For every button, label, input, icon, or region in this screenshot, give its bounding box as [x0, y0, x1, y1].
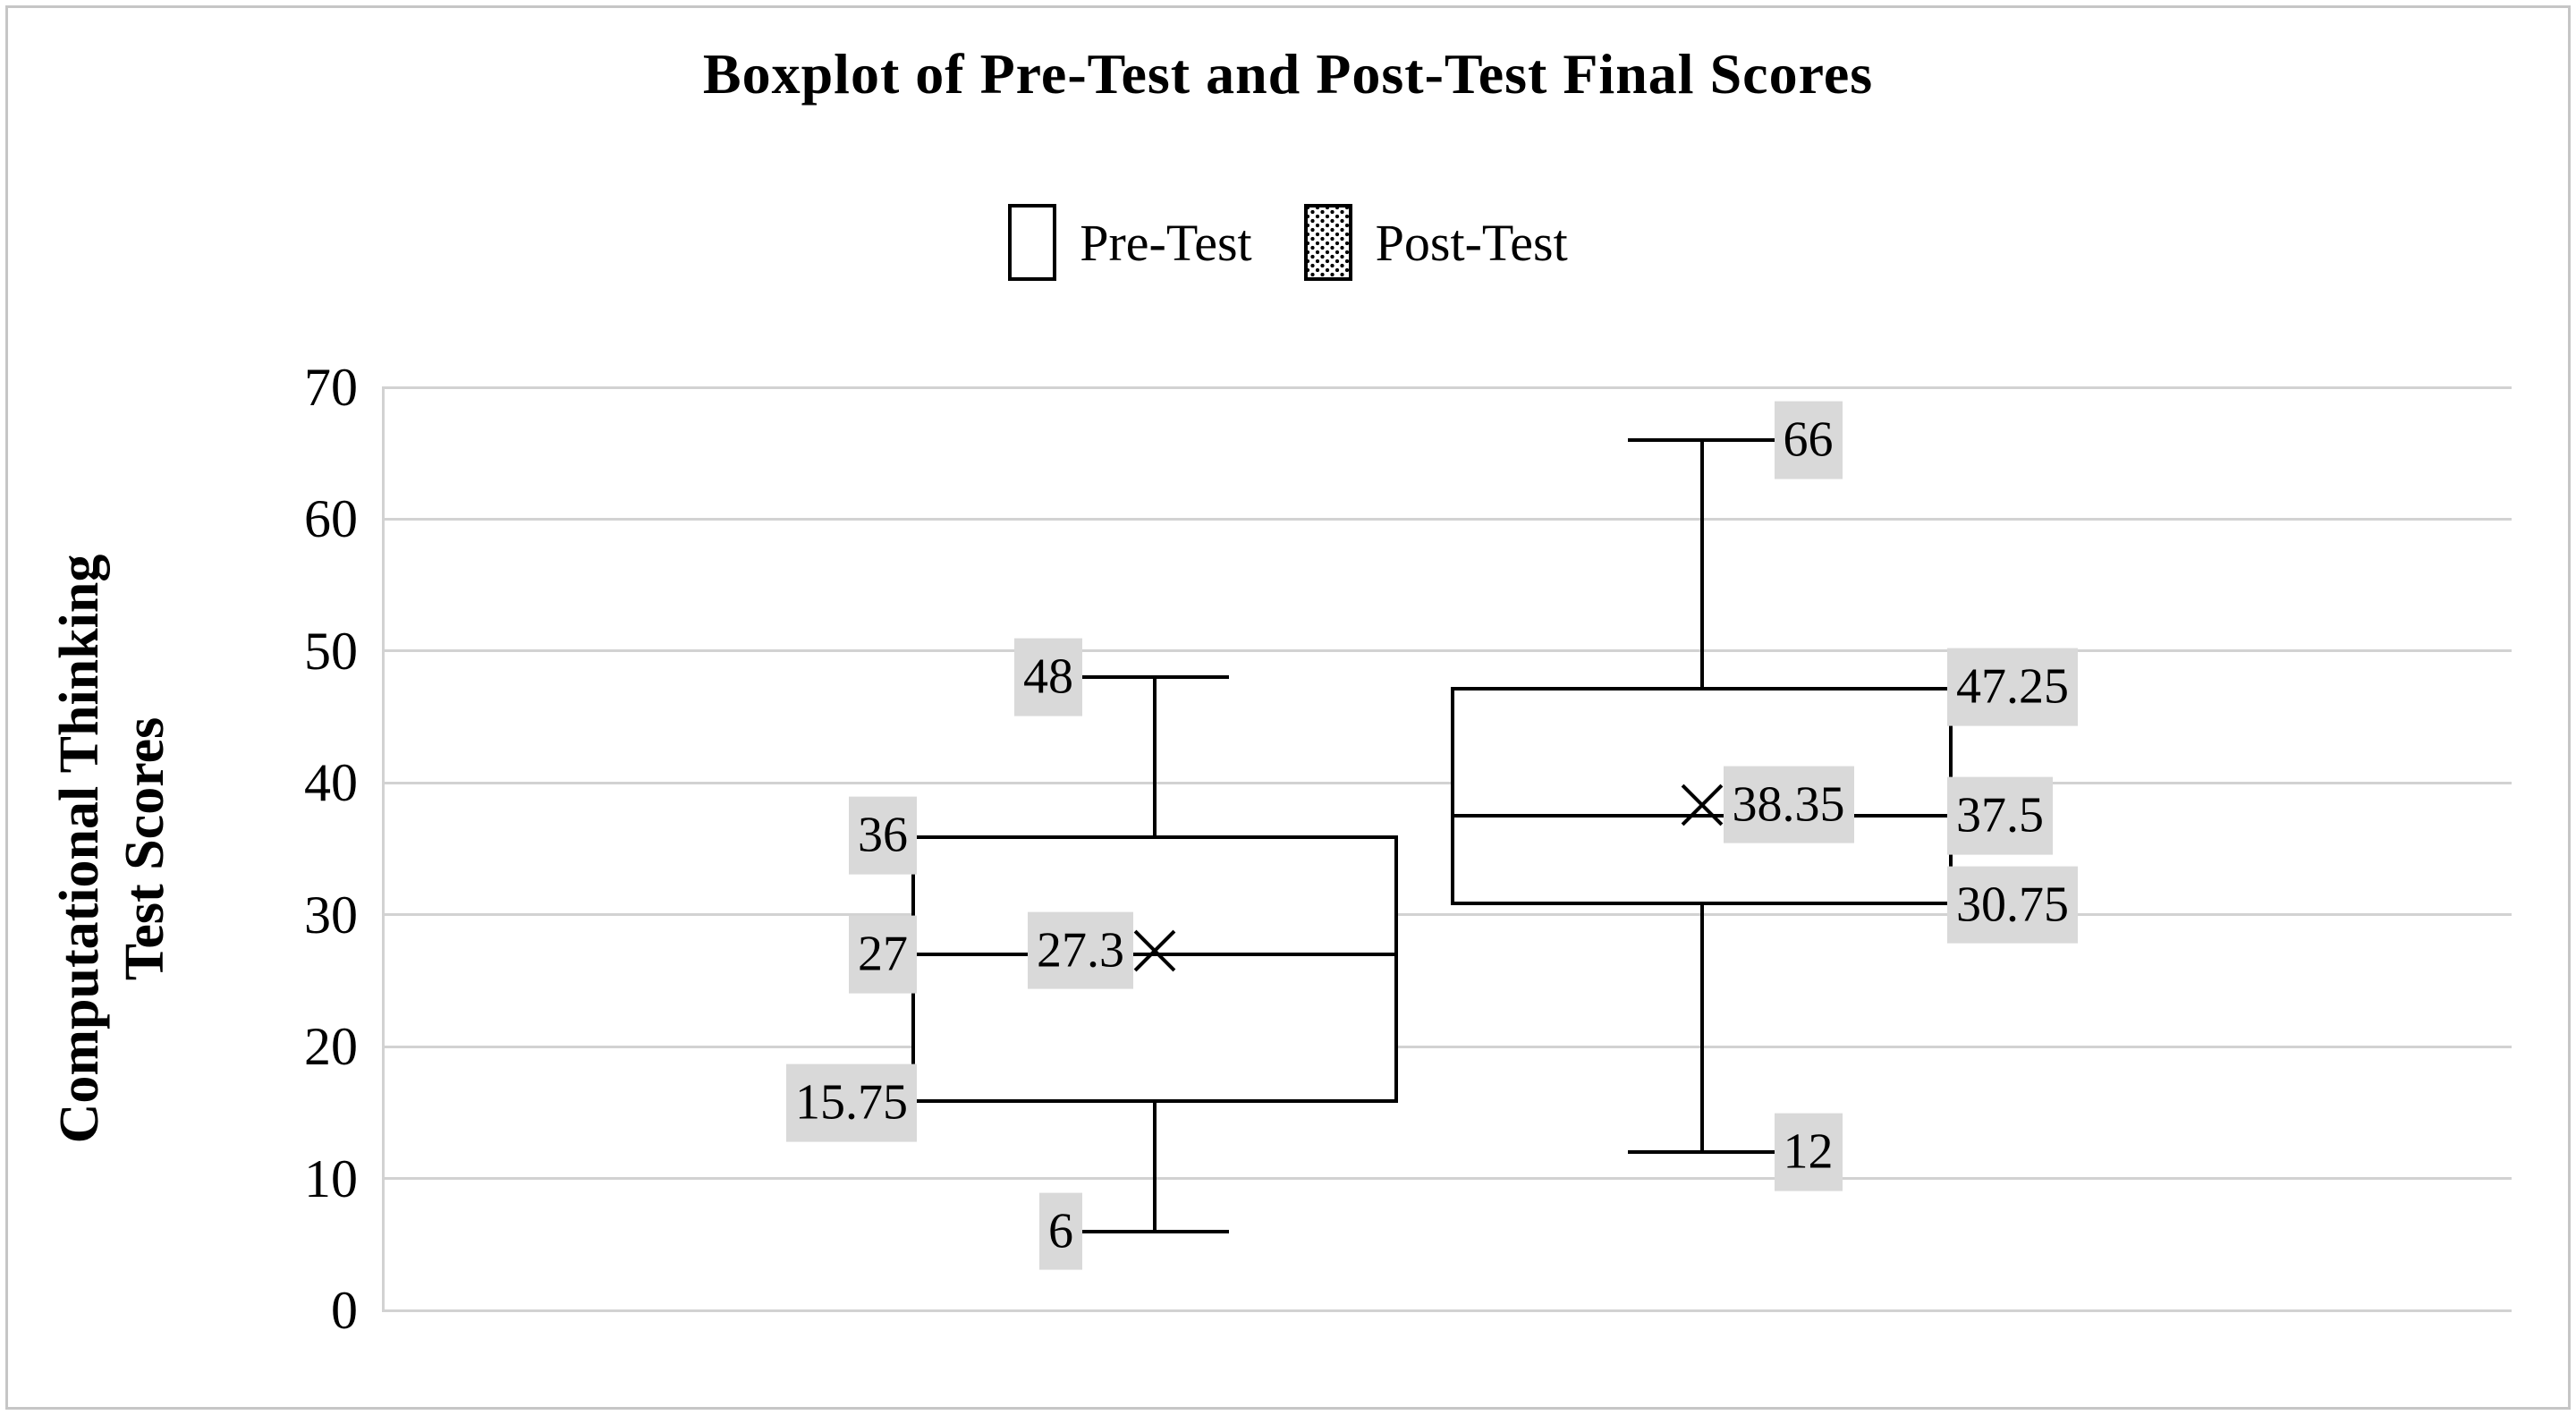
post-test-q1-label: 30.75 [1947, 866, 2078, 945]
pre-test-max-label: 48 [1014, 638, 1082, 716]
legend-label-pre-test: Pre-Test [1080, 213, 1252, 272]
pre-test-min-label: 6 [1039, 1192, 1082, 1270]
gridline-30 [382, 913, 2512, 917]
legend-swatch-post-test-dotted-icon [1303, 204, 1352, 281]
pre-test-q1-label: 15.75 [786, 1063, 917, 1142]
gridline-10 [382, 1177, 2512, 1181]
y-axis-title-line1: Computational Thinking [48, 554, 110, 1144]
pre-test-upper-whisker-cap [1080, 675, 1229, 680]
pre-test-lower-whisker-cap [1080, 1229, 1229, 1233]
post-test-mean-label: 38.35 [1723, 766, 1854, 844]
gridline-60 [382, 517, 2512, 521]
pre-test-mean-label: 27.3 [1028, 911, 1133, 989]
post-test-min-label: 12 [1774, 1113, 1843, 1191]
y-tick-label-50: 50 [304, 621, 358, 681]
post-test-q3-label: 47.25 [1947, 648, 2078, 726]
y-tick-label-10: 10 [304, 1148, 358, 1208]
post-test-mean-x-marker [1681, 784, 1724, 826]
pre-test-lower-whisker-line [1153, 1102, 1157, 1232]
y-tick-label-60: 60 [304, 489, 358, 549]
pre-test-q3-label: 36 [849, 796, 917, 875]
post-test-upper-whisker-cap [1627, 437, 1776, 442]
y-tick-label-30: 30 [304, 885, 358, 945]
post-test-lower-whisker-line [1699, 904, 1704, 1153]
gridline-50 [382, 649, 2512, 653]
y-tick-label-20: 20 [304, 1017, 358, 1077]
gridline-70 [382, 386, 2512, 389]
post-test-upper-whisker-line [1699, 439, 1704, 688]
plot-area: 48 36 27.3 27 15.75 6 66 47.25 38.35 37.5 30.75 12 [382, 386, 2512, 1312]
legend-swatch-pre-test-white-icon [1008, 204, 1057, 281]
gridline-40 [382, 781, 2512, 784]
y-tick-label-0: 0 [331, 1281, 358, 1340]
pre-test-upper-whisker-line [1153, 677, 1157, 836]
y-axis-line [382, 387, 385, 1310]
pre-test-median-label: 27 [849, 915, 917, 994]
pre-test-mean-x-marker [1133, 929, 1176, 972]
gridline-0 [382, 1309, 2512, 1312]
post-test-lower-whisker-cap [1627, 1150, 1776, 1155]
y-tick-label-40: 40 [304, 753, 358, 813]
legend-label-post-test: Post-Test [1375, 213, 1568, 272]
legend-item-pre-test: Pre-Test [1008, 204, 1252, 281]
chart-title: Boxplot of Pre-Test and Post-Test Final … [702, 42, 1874, 106]
gridline-20 [382, 1045, 2512, 1048]
post-test-median-label: 37.5 [1947, 776, 2053, 855]
y-tick-label-70: 70 [304, 358, 358, 417]
legend-item-post-test: Post-Test [1303, 204, 1568, 281]
legend: Pre-Test Post-Test [0, 204, 2576, 281]
post-test-max-label: 66 [1774, 401, 1843, 479]
